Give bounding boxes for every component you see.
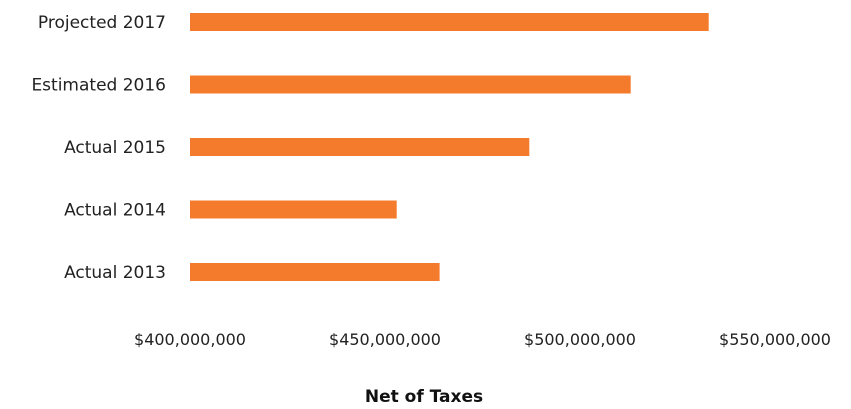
bar-projected-2017 bbox=[190, 13, 709, 31]
x-tick-label: $500,000,000 bbox=[524, 330, 636, 349]
category-label-actual-2015: Actual 2015 bbox=[64, 138, 166, 158]
x-axis-title: Net of Taxes bbox=[365, 387, 483, 407]
category-label-actual-2014: Actual 2014 bbox=[64, 201, 166, 221]
category-label-projected-2017: Projected 2017 bbox=[38, 13, 166, 33]
x-tick-label: $450,000,000 bbox=[329, 330, 441, 349]
bars-group bbox=[190, 13, 709, 281]
x-tick-labels: $400,000,000 $450,000,000 $500,000,000 $550… bbox=[134, 330, 831, 349]
category-label-actual-2013: Actual 2013 bbox=[64, 263, 166, 283]
x-tick-label: $550,000,000 bbox=[719, 330, 831, 349]
bar-actual-2015 bbox=[190, 138, 530, 156]
bar-actual-2014 bbox=[190, 200, 397, 219]
category-label-estimated-2016: Estimated 2016 bbox=[31, 76, 166, 96]
x-tick-label: $400,000,000 bbox=[134, 330, 246, 349]
bar-estimated-2016 bbox=[190, 75, 631, 94]
bar-actual-2013 bbox=[190, 263, 440, 281]
category-labels: Projected 2017 Estimated 2016 Actual 2015 A… bbox=[31, 13, 166, 283]
